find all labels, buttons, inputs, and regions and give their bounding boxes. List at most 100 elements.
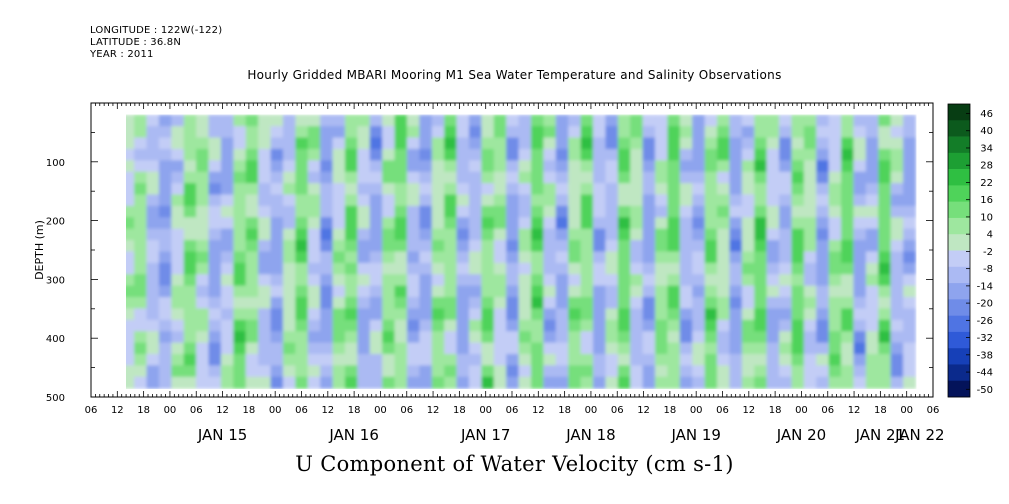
heatmap-cell <box>468 217 482 230</box>
heatmap-cell <box>369 114 383 127</box>
heatmap-cell <box>754 160 768 173</box>
heatmap-cell <box>853 319 867 332</box>
heatmap-cell <box>233 183 247 196</box>
heatmap-cell <box>543 274 557 287</box>
heatmap-cell <box>816 228 830 241</box>
heatmap-cell <box>233 148 247 161</box>
heatmap-cell <box>667 126 681 139</box>
heatmap-cell <box>171 365 185 378</box>
heatmap-cell <box>320 240 334 253</box>
heatmap-cell <box>667 183 681 196</box>
heatmap-cell <box>258 148 272 161</box>
heatmap-cell <box>344 171 358 184</box>
heatmap-cell <box>419 297 433 310</box>
colorbar-swatch <box>948 348 970 365</box>
heatmap-cell <box>245 114 259 127</box>
heatmap-cell <box>816 160 830 173</box>
heatmap-cell <box>679 354 693 366</box>
heatmap-cell <box>841 228 855 241</box>
heatmap-cell <box>717 342 731 355</box>
heatmap-cell <box>220 217 234 230</box>
heatmap-cell <box>357 228 371 241</box>
heatmap-cell <box>134 160 148 173</box>
heatmap-cell <box>518 194 532 207</box>
heatmap-cell <box>766 354 780 366</box>
heatmap-cell <box>208 262 222 275</box>
heatmap-cell <box>729 376 743 389</box>
heatmap-cell <box>803 376 817 389</box>
heatmap-cell <box>729 137 743 150</box>
heatmap-cell <box>196 331 210 344</box>
heatmap-cell <box>692 331 706 344</box>
heatmap-cell <box>803 251 817 264</box>
heatmap-cell <box>890 354 904 366</box>
heatmap-cell <box>853 365 867 378</box>
heatmap-cell <box>518 126 532 139</box>
heatmap-cell <box>406 251 420 264</box>
heatmap-cell <box>543 194 557 207</box>
heatmap-cell <box>741 274 755 287</box>
heatmap-cell <box>158 319 172 332</box>
heatmap-cell <box>406 308 420 321</box>
heatmap-cell <box>307 240 321 253</box>
heatmap-cell <box>158 342 172 355</box>
colorbar-swatch <box>948 217 970 235</box>
heatmap-cell <box>258 331 272 344</box>
heatmap-cell <box>258 160 272 173</box>
heatmap-cell <box>332 160 346 173</box>
heatmap-cell <box>307 194 321 207</box>
heatmap-cell <box>853 171 867 184</box>
heatmap-cell <box>493 205 507 218</box>
heatmap-cell <box>543 251 557 264</box>
heatmap-cell <box>493 251 507 264</box>
heatmap-cell <box>183 331 197 344</box>
heatmap-cell <box>518 240 532 253</box>
heatmap-cell <box>245 240 259 253</box>
heatmap-cell <box>667 114 681 127</box>
heatmap-cell <box>431 308 445 321</box>
heatmap-cell <box>320 251 334 264</box>
heatmap-cell <box>419 285 433 298</box>
heatmap-cell <box>828 285 842 298</box>
heatmap-cell <box>406 126 420 139</box>
heatmap-cell <box>431 183 445 196</box>
heatmap-cell <box>307 228 321 241</box>
heatmap-cell <box>220 137 234 150</box>
heatmap-cell <box>717 114 731 127</box>
heatmap-cell <box>134 365 148 378</box>
heatmap-cell <box>183 171 197 184</box>
heatmap-cell <box>444 228 458 241</box>
heatmap-cell <box>568 297 582 310</box>
heatmap-cell <box>617 342 631 355</box>
heatmap-cell <box>220 126 234 139</box>
heatmap-cell <box>196 205 210 218</box>
heatmap-cell <box>555 308 569 321</box>
heatmap-cell <box>419 205 433 218</box>
heatmap-cell <box>791 137 805 150</box>
heatmap-cell <box>456 148 470 161</box>
heatmap-cell <box>332 342 346 355</box>
heatmap-cell <box>382 171 396 184</box>
heatmap-cell <box>406 331 420 344</box>
heatmap-cell <box>568 331 582 344</box>
heatmap-cell <box>903 308 917 321</box>
heatmap-cell <box>741 285 755 298</box>
heatmap-cell <box>741 126 755 139</box>
x-hour-label: 06 <box>927 405 940 416</box>
heatmap-cell <box>419 137 433 150</box>
heatmap-cell <box>208 205 222 218</box>
heatmap-cell <box>369 126 383 139</box>
heatmap-cell <box>530 205 544 218</box>
heatmap-cell <box>903 228 917 241</box>
heatmap-cell <box>506 228 520 241</box>
heatmap-cell <box>903 297 917 310</box>
heatmap-cell <box>506 240 520 253</box>
heatmap-cell <box>481 148 495 161</box>
heatmap-cell <box>580 126 594 139</box>
heatmap-cell <box>171 126 185 139</box>
heatmap-cell <box>642 160 656 173</box>
heatmap-cell <box>183 137 197 150</box>
heatmap-cell <box>717 308 731 321</box>
heatmap-cell <box>369 183 383 196</box>
heatmap-cell <box>878 240 892 253</box>
